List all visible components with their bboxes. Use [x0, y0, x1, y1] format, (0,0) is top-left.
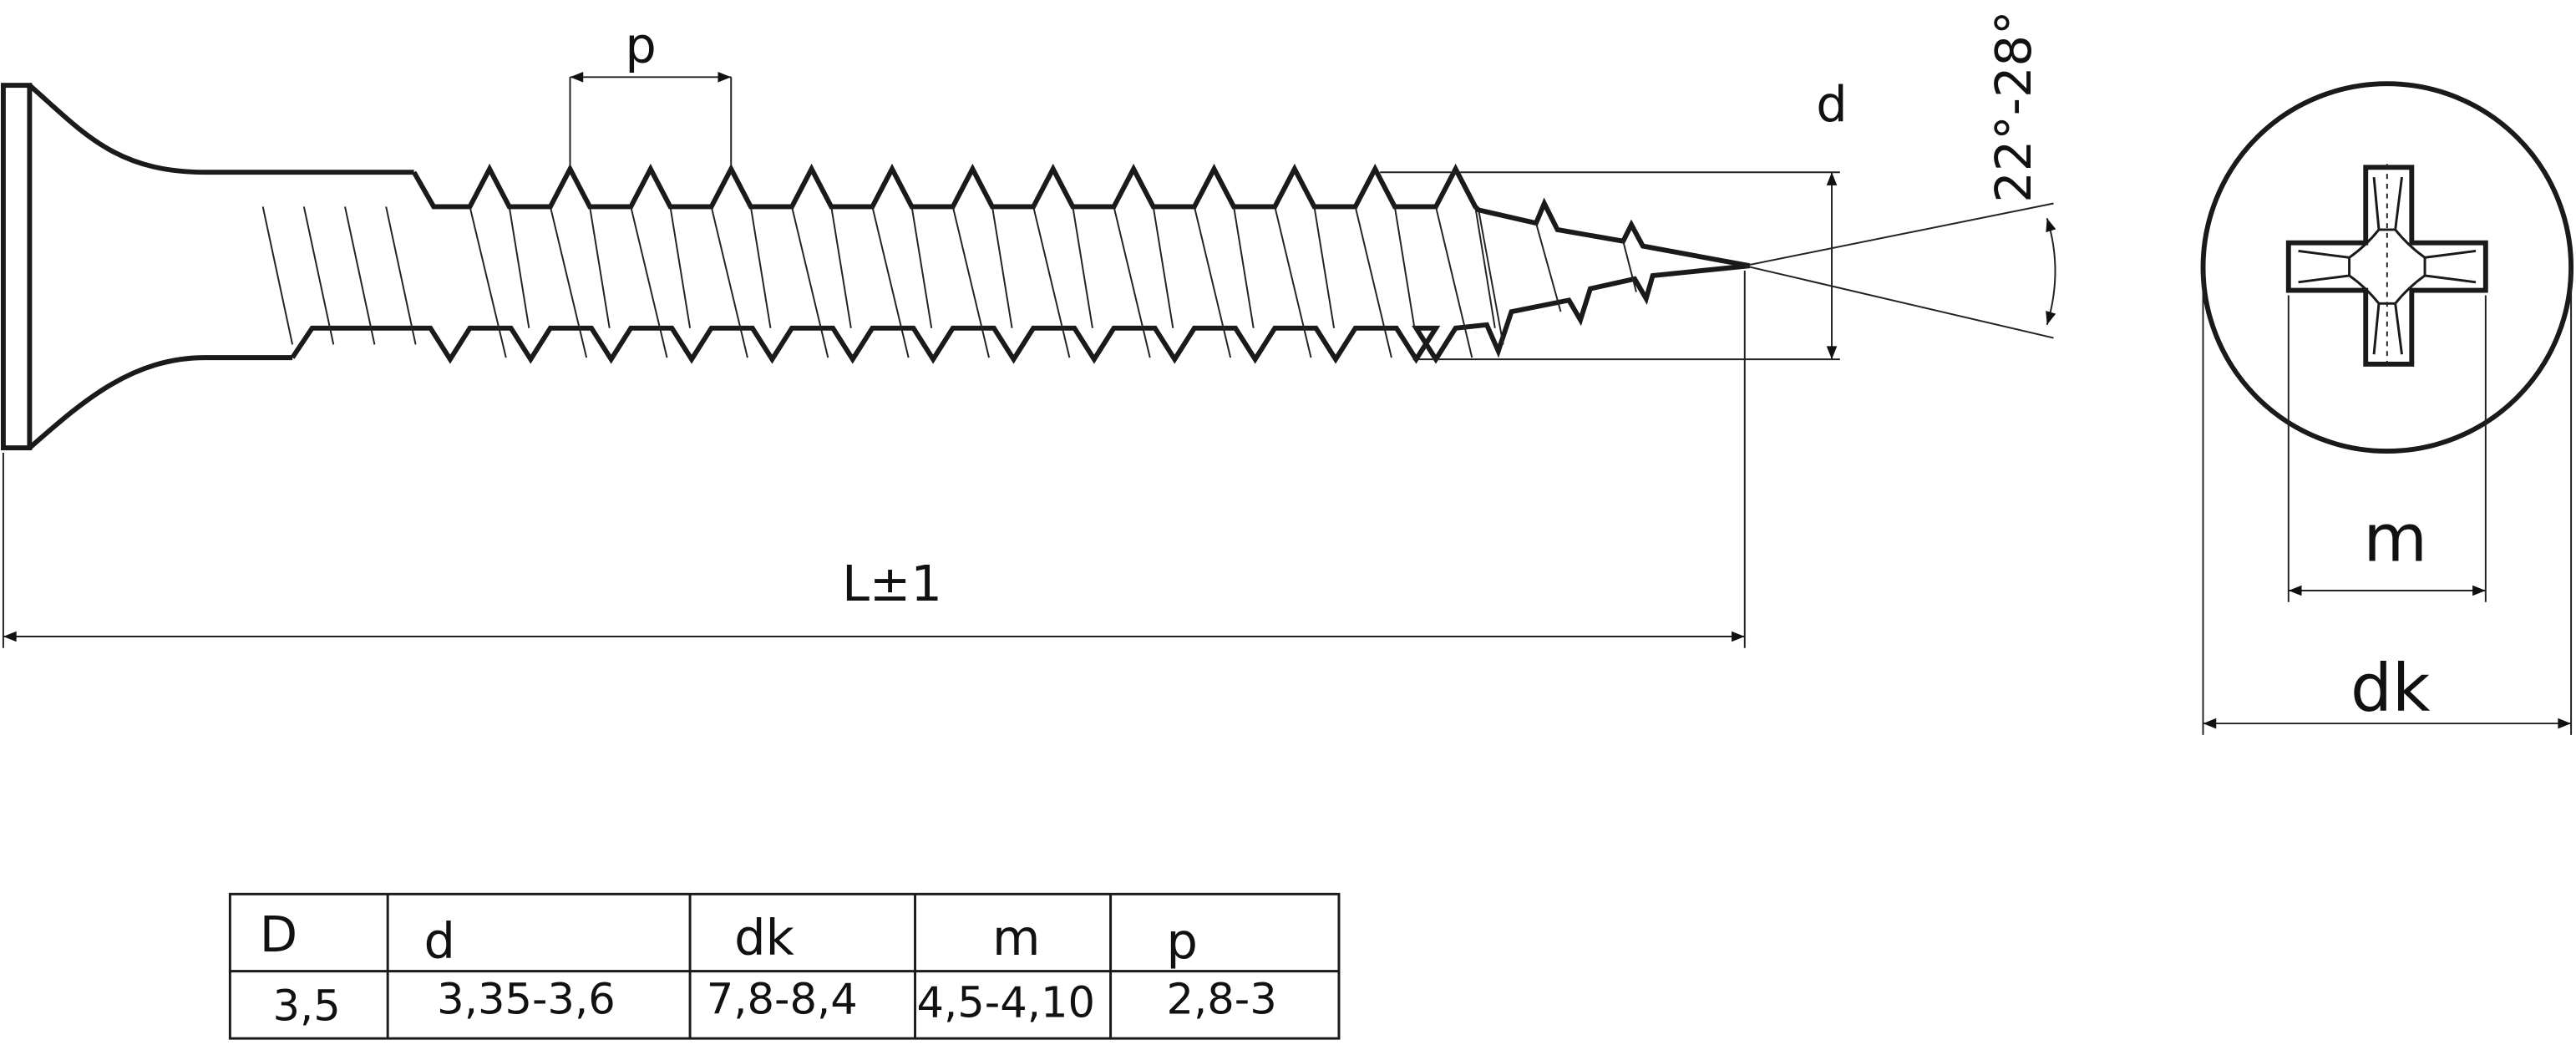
- thread-flank: [1274, 206, 1312, 358]
- thread-flank: [791, 206, 829, 358]
- table-header-cell: D: [260, 905, 297, 963]
- thread-flank: [749, 206, 772, 328]
- table-header-cell: p: [1166, 912, 1197, 970]
- thread-flank: [549, 206, 588, 358]
- thread-top-profile: [412, 163, 1751, 269]
- thread-flank: [1393, 206, 1416, 328]
- thread-flank: [871, 206, 910, 358]
- thread-flank: [302, 206, 335, 345]
- angle-arc: [2046, 217, 2056, 326]
- thread-flank: [1313, 206, 1336, 328]
- thread-flank: [385, 206, 417, 345]
- thread-flank: [1113, 206, 1151, 358]
- head-top-view: m dk: [2200, 81, 2574, 735]
- angle-line: [1744, 202, 2054, 267]
- thread-flank: [1032, 206, 1071, 358]
- thread-flank: [630, 206, 668, 358]
- thread-flank: [261, 206, 294, 345]
- screw-side-view: [0, 83, 1751, 451]
- thread-flank: [1233, 206, 1255, 328]
- thread-flank: [951, 206, 990, 358]
- table-header-cell: dk: [734, 909, 794, 966]
- angle-line: [1744, 265, 2054, 339]
- thread-flank: [669, 206, 692, 328]
- diameter-label: d: [1816, 75, 1847, 133]
- thread-flank: [344, 206, 376, 345]
- table-header-cell: d: [423, 912, 454, 970]
- thread-bottom-profile: [290, 263, 1750, 364]
- pitch-label: p: [625, 17, 656, 74]
- thread-flank: [1622, 241, 1637, 292]
- thread-flank: [1152, 206, 1174, 328]
- table-cell: 7,8-8,4: [707, 976, 858, 1025]
- thread-flank: [508, 206, 530, 328]
- thread-flank: [1535, 222, 1562, 312]
- thread-flank: [910, 206, 933, 328]
- table-cell: 3,5: [272, 982, 340, 1032]
- table-cell: 4,5-4,10: [916, 979, 1095, 1028]
- thread-flank: [1435, 206, 1473, 358]
- thread-flank: [830, 206, 852, 328]
- table-cell: 3,35-3,6: [437, 976, 616, 1025]
- thread-flank: [469, 206, 507, 358]
- screw-head-edge: [0, 83, 33, 451]
- angle-label: 22°-28°: [1985, 11, 2042, 203]
- length-label: L±1: [842, 555, 942, 612]
- head-circle: [2200, 81, 2574, 454]
- cross-recess: [2285, 165, 2488, 367]
- thread-flank: [1478, 210, 1504, 345]
- table-header-cell: m: [992, 909, 1040, 966]
- thread-flank: [589, 206, 611, 328]
- head-top-curve: [28, 83, 414, 175]
- table-cell: 2,8-3: [1166, 976, 1276, 1025]
- dimensions: p d 22°-28° L±1: [2, 11, 2056, 648]
- thread-flank: [1474, 206, 1496, 328]
- thread-flank: [710, 206, 748, 358]
- thread-flank: [1354, 206, 1392, 358]
- head-bottom-curve: [28, 355, 293, 450]
- dk-label: dk: [2350, 649, 2431, 726]
- thread-flank: [991, 206, 1013, 328]
- table-border: [228, 892, 1341, 1040]
- m-label: m: [2363, 500, 2427, 577]
- thread-flank: [1193, 206, 1232, 358]
- thread-flank: [1072, 206, 1093, 328]
